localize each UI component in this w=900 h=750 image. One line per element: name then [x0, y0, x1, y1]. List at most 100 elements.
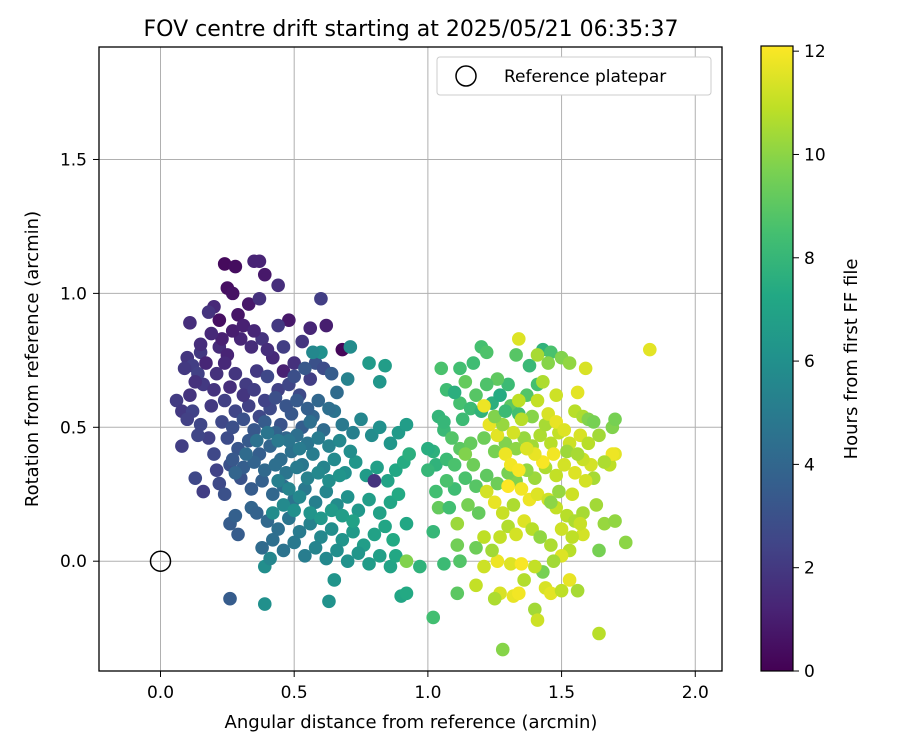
data-point	[332, 433, 347, 448]
data-point	[271, 474, 285, 488]
data-point	[223, 380, 237, 394]
data-point	[209, 463, 224, 477]
data-point	[257, 597, 272, 611]
data-point	[469, 479, 483, 494]
data-point	[592, 428, 606, 443]
data-point	[514, 557, 529, 571]
data-point	[322, 439, 336, 453]
data-point	[490, 476, 505, 491]
data-point	[565, 530, 580, 544]
data-point	[431, 500, 446, 515]
data-point	[453, 396, 467, 410]
data-point	[413, 559, 427, 574]
data-point	[517, 573, 531, 587]
data-point	[193, 417, 208, 432]
data-point	[247, 423, 261, 437]
y-axis-label: Rotation from reference (arcmin)	[22, 211, 43, 507]
data-point	[217, 393, 232, 408]
data-point	[175, 439, 189, 453]
x-tick-label: 2.0	[682, 683, 709, 703]
data-point	[303, 415, 318, 429]
colorbar-label: Hours from first FF file	[841, 259, 862, 460]
data-point	[458, 447, 473, 461]
data-point	[292, 524, 307, 539]
data-point	[525, 409, 539, 424]
data-point	[292, 441, 307, 456]
data-point	[303, 506, 318, 520]
colorbar-tick-label: 0	[804, 662, 815, 682]
data-point	[252, 291, 267, 306]
data-point	[434, 361, 449, 376]
data-point	[265, 532, 280, 547]
data-point	[265, 506, 280, 520]
data-point	[303, 321, 318, 336]
data-point	[215, 332, 229, 346]
data-point	[217, 257, 232, 271]
data-point	[386, 532, 400, 547]
data-point	[538, 417, 553, 432]
data-point	[378, 519, 392, 534]
data-point	[426, 610, 441, 625]
data-point	[340, 490, 355, 504]
data-point	[252, 254, 267, 269]
colorbar-tick-label: 12	[804, 42, 826, 62]
data-point	[354, 412, 368, 427]
data-point	[562, 356, 577, 370]
data-point	[578, 474, 593, 488]
colorbar-tick-label: 4	[804, 455, 815, 475]
data-point	[544, 586, 558, 601]
data-point	[300, 401, 315, 416]
data-point	[490, 372, 505, 386]
data-point	[511, 332, 526, 346]
data-point	[509, 441, 523, 456]
data-point	[268, 391, 283, 405]
y-tick-label: 1.0	[60, 284, 87, 304]
data-point	[306, 447, 320, 461]
data-point	[589, 498, 604, 512]
data-point	[255, 474, 269, 488]
legend: Reference platepar	[436, 56, 712, 96]
data-point	[287, 535, 301, 550]
data-point	[562, 573, 577, 587]
data-point	[276, 340, 291, 354]
data-point	[188, 471, 203, 485]
data-point	[479, 345, 494, 360]
colorbar-frame	[760, 45, 794, 672]
data-point	[372, 506, 387, 520]
data-point	[244, 340, 259, 354]
data-point	[372, 374, 387, 389]
data-point	[287, 369, 301, 384]
data-point	[290, 393, 304, 408]
data-point	[268, 457, 283, 472]
data-point	[592, 626, 606, 641]
data-point	[487, 495, 502, 510]
data-point	[546, 447, 561, 461]
data-point	[169, 393, 184, 408]
data-point	[231, 527, 245, 542]
reference-marker-layer	[149, 550, 172, 572]
data-point	[308, 541, 323, 555]
data-point	[308, 495, 323, 510]
data-point	[362, 557, 376, 571]
data-point	[421, 441, 435, 456]
data-point	[199, 356, 213, 370]
data-point	[503, 557, 518, 571]
data-point	[311, 466, 326, 480]
data-point	[495, 506, 510, 520]
data-point	[249, 433, 264, 448]
data-point	[597, 516, 612, 531]
data-point	[479, 484, 494, 499]
data-point	[351, 546, 366, 560]
data-point	[255, 541, 269, 555]
data-point	[455, 412, 470, 427]
data-point	[544, 345, 558, 360]
legend-label: Reference platepar	[504, 67, 666, 87]
data-point	[477, 399, 491, 413]
data-point	[511, 393, 526, 408]
data-point	[319, 551, 334, 566]
data-point	[236, 318, 251, 333]
data-point	[236, 388, 251, 402]
data-point	[530, 613, 545, 627]
data-point	[477, 559, 491, 574]
data-point	[576, 506, 590, 520]
